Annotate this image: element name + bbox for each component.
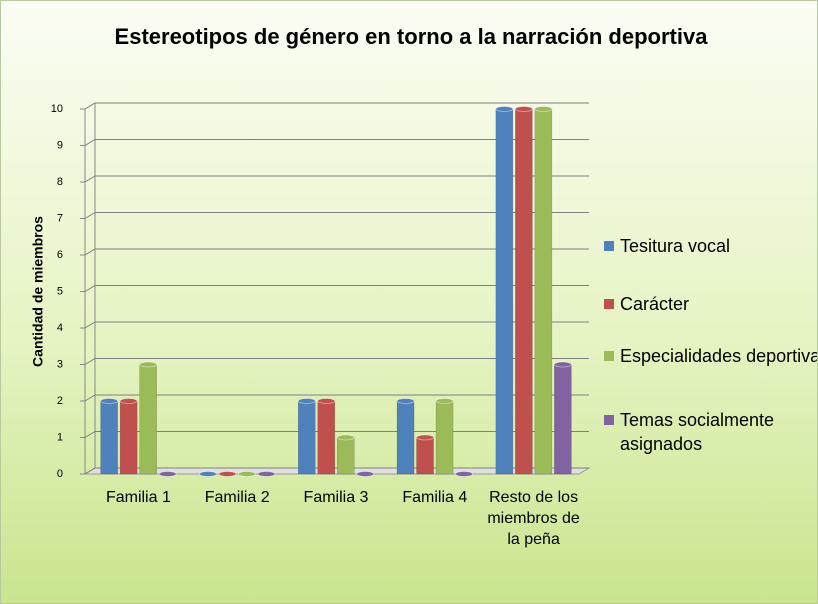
bar: [435, 400, 454, 475]
bar: [396, 400, 415, 475]
legend-item: Carácter: [604, 292, 817, 316]
bar-top: [139, 361, 158, 368]
grid-line: [84, 248, 589, 256]
bar: [534, 108, 553, 475]
bar-top: [297, 398, 316, 404]
y-tick-label: 8: [57, 176, 63, 188]
grid-line: [84, 212, 589, 219]
y-tick-label: 5: [57, 285, 63, 297]
bar-top: [553, 361, 572, 368]
y-tick-label: 6: [57, 249, 63, 261]
bar-top: [455, 471, 473, 477]
bar-top: [495, 106, 514, 112]
legend-swatch: [604, 351, 614, 361]
bar-top: [396, 398, 415, 404]
x-tick-label: Resto de los miembros de la peña: [487, 489, 580, 548]
x-tick-label: Familia 4: [402, 489, 468, 506]
grid-line: [84, 431, 589, 438]
legend-swatch: [604, 299, 614, 309]
y-tick-label: 1: [57, 431, 63, 443]
bar-top: [257, 471, 276, 477]
legend-item: Temas socialmente asignados: [604, 408, 817, 456]
bar-top: [317, 398, 336, 404]
y-axis-label: Cantidad de miembros: [30, 216, 46, 367]
bar-top: [238, 471, 256, 477]
grid-line: [84, 321, 589, 329]
bar-top: [416, 434, 434, 441]
bar-top: [356, 471, 375, 477]
legend-label: Temas socialmente asignados: [620, 410, 775, 454]
legend-label: Especialidades deportivas: [620, 346, 818, 366]
x-tick-label: Familia 3: [303, 489, 369, 506]
bar: [337, 437, 355, 475]
bar-top: [218, 471, 237, 477]
legend-item: Especialidades deportivas: [604, 344, 818, 368]
bar-top: [199, 471, 217, 477]
y-tick-label: 3: [57, 358, 63, 370]
bar-top: [100, 398, 119, 404]
bar-top: [158, 471, 177, 477]
bar: [317, 400, 335, 475]
chart-title: Estereotipos de género en torno a la nar…: [114, 24, 708, 49]
bar: [554, 364, 572, 475]
grid-line: [84, 102, 589, 110]
bar-top: [534, 106, 553, 112]
y-tick-label: 2: [57, 395, 63, 407]
bar: [139, 364, 157, 475]
legend-swatch: [604, 415, 614, 425]
bar-top: [514, 106, 533, 112]
legend-swatch: [604, 241, 614, 251]
bar: [416, 437, 434, 475]
y-tick-label: 10: [51, 103, 63, 115]
bar: [515, 108, 533, 475]
y-tick-label: 7: [57, 212, 63, 224]
x-tick-label: Familia 1: [105, 489, 171, 506]
grid-line: [84, 394, 589, 402]
grid-line: [84, 285, 589, 292]
y-tick-label: 9: [57, 139, 63, 151]
grid-line: [84, 175, 589, 183]
legend-label: Tesitura vocal: [620, 236, 731, 256]
x-tick-label: Familia 2: [204, 489, 270, 506]
bar: [119, 400, 138, 475]
y-tick-label: 0: [57, 468, 63, 480]
bar-top: [435, 398, 454, 404]
bar: [100, 400, 118, 475]
bar: [298, 400, 316, 475]
bar-top: [336, 434, 355, 441]
bar: [495, 108, 514, 475]
bar-top: [119, 398, 138, 404]
y-tick-label: 4: [57, 322, 63, 334]
legend-item: Tesitura vocal: [604, 234, 817, 258]
grid-line: [84, 358, 589, 365]
grid-line: [84, 139, 589, 146]
legend-label: Carácter: [620, 294, 690, 314]
